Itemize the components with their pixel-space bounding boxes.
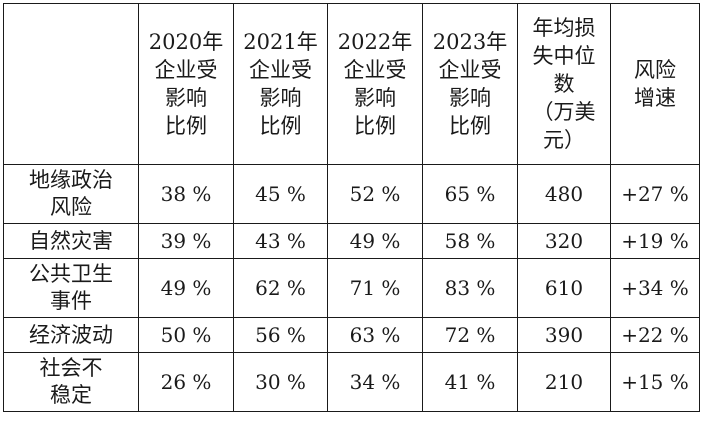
table-cell: 38 % [138,164,234,224]
table-cell: 49 % [138,258,234,318]
table-cell: +34 % [610,258,700,318]
header-2020: 2020年 企业受 影响 比例 [138,3,234,165]
table-cell: 480 [517,164,611,224]
header-risk-growth: 风险 增速 [610,3,700,165]
table-cell: 34 % [327,352,423,412]
table-cell: 50 % [138,317,234,353]
table-cell: 320 [517,223,611,259]
table-cell: 43 % [233,223,328,259]
table-cell: 45 % [233,164,328,224]
row-label: 自然灾害 [3,223,139,259]
table-row: 经济波动 50 % 56 % 63 % 72 % 390 +22 % [3,317,700,353]
table-cell: 26 % [138,352,234,412]
table-cell: 56 % [233,317,328,353]
table-row: 地缘政治 风险 38 % 45 % 52 % 65 % 480 +27 % [3,164,700,224]
header-row: 2020年 企业受 影响 比例 2021年 企业受 影响 比例 2022年 企业… [3,3,700,165]
table-cell: 71 % [327,258,423,318]
table-cell: 39 % [138,223,234,259]
table-row: 社会不 稳定 26 % 30 % 34 % 41 % 210 +15 % [3,352,700,412]
table-row: 自然灾害 39 % 43 % 49 % 58 % 320 +19 % [3,223,700,259]
row-label: 社会不 稳定 [3,352,139,412]
table-cell: 390 [517,317,611,353]
table-cell: 30 % [233,352,328,412]
table-cell: 210 [517,352,611,412]
table-cell: 52 % [327,164,423,224]
row-label: 经济波动 [3,317,139,353]
header-2023: 2023年 企业受 影响 比例 [422,3,518,165]
table-cell: 610 [517,258,611,318]
risk-impact-table: 2020年 企业受 影响 比例 2021年 企业受 影响 比例 2022年 企业… [3,3,700,412]
header-2021: 2021年 企业受 影响 比例 [233,3,328,165]
table-cell: +19 % [610,223,700,259]
table-cell: 83 % [422,258,518,318]
table-cell: 41 % [422,352,518,412]
table-cell: +15 % [610,352,700,412]
table-cell: 63 % [327,317,423,353]
table-cell: 58 % [422,223,518,259]
table-cell: +27 % [610,164,700,224]
row-label: 地缘政治 风险 [3,164,139,224]
table-row: 公共卫生 事件 49 % 62 % 71 % 83 % 610 +34 % [3,258,700,318]
table-cell: +22 % [610,317,700,353]
table-cell: 49 % [327,223,423,259]
header-2022: 2022年 企业受 影响 比例 [327,3,423,165]
table-cell: 72 % [422,317,518,353]
header-corner [3,3,139,165]
table-cell: 62 % [233,258,328,318]
row-label: 公共卫生 事件 [3,258,139,318]
header-median-loss: 年均损 失中位 数 （万美 元） [517,3,611,165]
table-cell: 65 % [422,164,518,224]
